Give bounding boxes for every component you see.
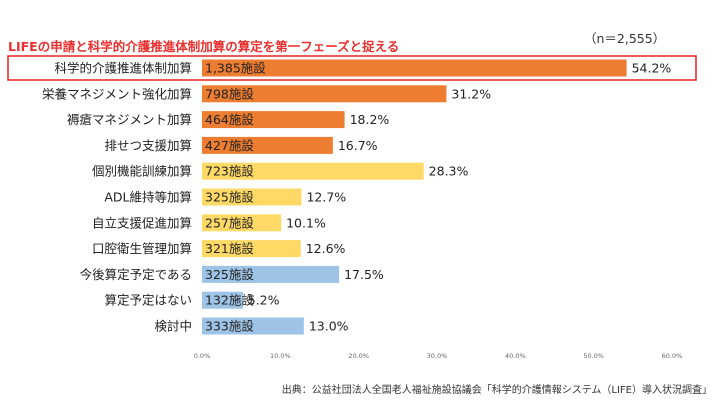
percent-label: 5.2% [248,293,280,308]
category-label: 自立支援促進加算 [92,215,192,230]
x-tick-label: 10.0% [270,352,291,360]
percent-label: 13.0% [309,319,349,334]
category-label: 個別機能訓練加算 [92,164,192,179]
count-label: 1,385施設 [205,61,266,76]
chart-headline: LIFEの申請と科学的介護推進体制加算の算定を第一フェーズと捉える [8,39,400,54]
x-tick-label: 50.0% [583,352,604,360]
bar [202,59,627,77]
percent-label: 28.3% [429,164,469,179]
category-label: 褥瘡マネジメント加算 [67,112,192,127]
bar [202,85,447,103]
count-label: 321施設 [205,241,254,256]
percent-label: 54.2% [632,61,672,76]
highlight-box [7,55,697,81]
bar [202,265,340,283]
x-tick-label: 0.0% [194,352,211,360]
category-label: 栄養マネジメント強化加算 [42,86,192,101]
count-label: 464施設 [205,112,254,127]
category-label: 科学的介護推進体制加算 [54,61,192,76]
category-label: 算定予定はない [104,293,192,308]
count-label: 325施設 [205,190,254,205]
percent-label: 12.7% [306,190,346,205]
x-tick-label: 40.0% [505,352,526,360]
category-label: 口腔衛生管理加算 [92,241,192,256]
count-label: 257施設 [205,215,254,230]
percent-label: 17.5% [344,267,384,282]
count-label: 325施設 [205,267,254,282]
sample-size-label: （n＝2,555） [584,31,666,46]
bar [202,162,424,180]
bar [202,111,345,129]
category-label: 排せつ支援加算 [104,138,192,153]
count-label: 132施設 [205,293,254,308]
count-label: 333施設 [205,319,254,334]
category-label: 今後算定予定である [80,267,192,282]
bar [202,291,243,309]
percent-label: 12.6% [306,241,346,256]
bar [202,188,302,206]
percent-label: 10.1% [286,215,326,230]
category-label: ADL維持等加算 [104,190,192,205]
bar [202,240,301,258]
x-tick-label: 30.0% [427,352,448,360]
count-label: 723施設 [205,164,254,179]
percent-label: 31.2% [451,86,491,101]
count-label: 427施設 [205,138,254,153]
percent-label: 16.7% [338,138,378,153]
bar [202,214,282,232]
source-note: 出典：公益社団法人全国老人福祉施設協議会「科学的介護情報システム（LIFE）導入… [281,385,712,396]
percent-label: 18.2% [350,112,390,127]
category-label: 検討中 [154,319,192,334]
x-tick-label: 20.0% [348,352,369,360]
bar [202,136,333,154]
x-tick-label: 60.0% [662,352,683,360]
bar [202,317,304,335]
count-label: 798施設 [205,86,254,101]
